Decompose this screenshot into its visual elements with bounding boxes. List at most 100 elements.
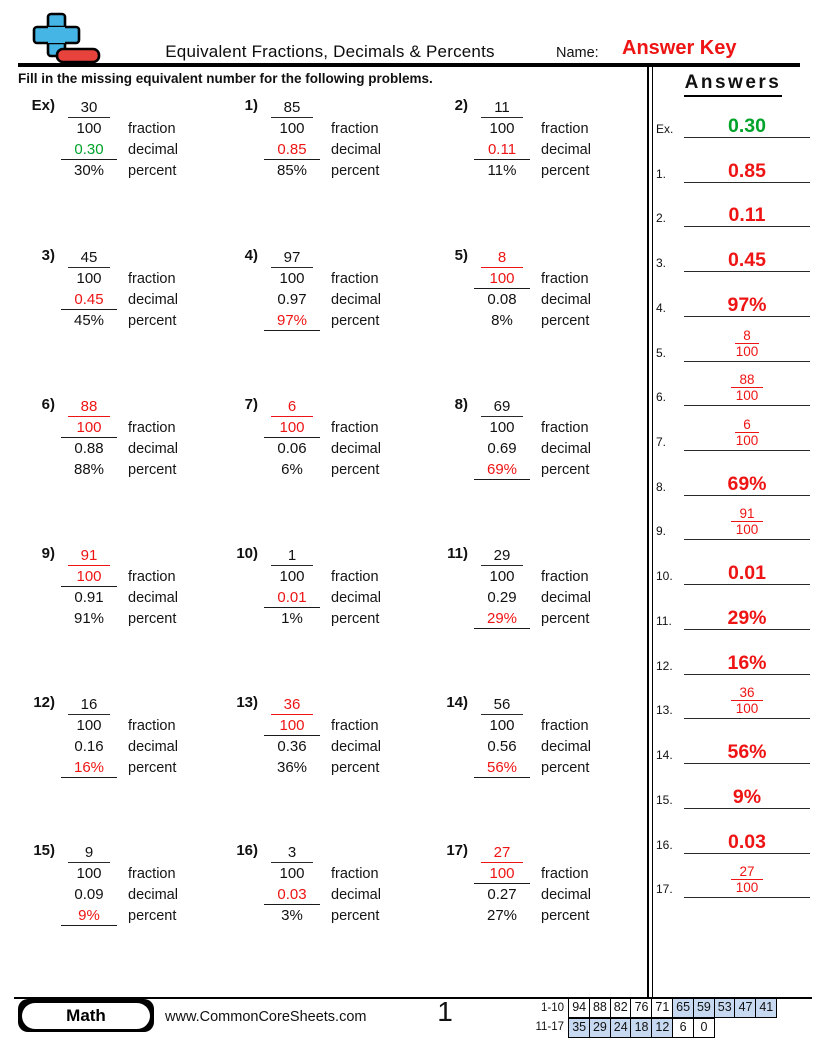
fraction-numerator-row: 36 xyxy=(264,694,381,715)
answer-number: 3. xyxy=(656,256,667,271)
instruction-text: Fill in the missing equivalent number fo… xyxy=(18,71,433,86)
decimal-row: 0.69 decimal xyxy=(474,438,591,459)
decimal-row: 0.85 decimal xyxy=(264,139,381,160)
percent-row: 36% percent xyxy=(264,757,381,778)
score-cell: 53 xyxy=(713,998,736,1018)
answer-blank-line: 0.11 xyxy=(684,204,810,228)
fraction-label: fraction xyxy=(331,718,379,734)
problem-values: 91 100 fraction 0.91 decimal 91% percent xyxy=(61,545,178,629)
decimal-row: 0.08 decimal xyxy=(474,289,591,310)
answer-fraction-denominator: 100 xyxy=(735,388,759,404)
score-range-label: 11-17 xyxy=(535,1021,564,1033)
problem-number: 17) xyxy=(446,842,468,859)
answer-value: 69% xyxy=(727,472,767,495)
decimal-row: 0.56 decimal xyxy=(474,736,591,757)
fraction-numerator: 8 xyxy=(481,248,523,268)
percent-row: 11% percent xyxy=(474,160,591,181)
fraction-denominator: 100 xyxy=(489,865,515,882)
answer-row: 5. 8 100 xyxy=(656,320,810,362)
answer-number: 11. xyxy=(656,613,672,628)
answer-number: 16. xyxy=(656,837,673,852)
fraction-label: fraction xyxy=(541,271,589,287)
fraction-denominator-row: 100 fraction xyxy=(474,118,591,139)
answer-blank-line: 29% xyxy=(684,607,810,630)
website-link[interactable]: www.CommonCoreSheets.com xyxy=(165,1009,367,1025)
fraction-numerator: 45 xyxy=(68,248,110,268)
fraction-numerator: 30 xyxy=(68,98,110,118)
fraction-denominator: 100 xyxy=(76,120,102,137)
score-cell: 88 xyxy=(588,998,612,1018)
answer-value: 0.11 xyxy=(728,204,766,227)
answer-fraction: 91 100 xyxy=(731,506,763,538)
answer-row: 2. 0.11 xyxy=(656,185,810,228)
answer-blank-line: 0.01 xyxy=(684,562,810,586)
answer-number: 17. xyxy=(656,882,673,897)
answer-row: 4. 97% xyxy=(656,275,810,317)
fraction-numerator: 29 xyxy=(481,546,523,566)
fraction-numerator: 1 xyxy=(271,546,313,566)
fraction-numerator-row: 30 xyxy=(61,97,178,118)
fraction-denominator: 100 xyxy=(279,717,305,734)
problem-values: 3 100 fraction 0.03 decimal 3% percent xyxy=(264,842,381,926)
percent-value: 30% xyxy=(73,162,105,179)
problem: 3) 45 100 fraction 0.45 decimal 45% percent xyxy=(21,247,226,337)
answer-row: 15. 9% xyxy=(656,767,810,809)
fraction-denominator: 100 xyxy=(489,120,515,137)
answer-number: 1. xyxy=(656,166,667,181)
score-row: 94 88 82 76 71 65 59 53 47 41 xyxy=(568,998,778,1018)
answer-row: 9. 91 100 xyxy=(656,498,810,541)
problem: Ex) 30 100 fraction 0.30 decimal 30% percen… xyxy=(21,97,226,187)
fraction-label: fraction xyxy=(128,121,176,137)
answer-blank-line: 91 100 xyxy=(684,506,810,541)
answer-row: Ex. 0.30 xyxy=(656,96,810,138)
percent-value: 9% xyxy=(78,907,100,924)
problem-number: 3) xyxy=(41,247,55,264)
decimal-label: decimal xyxy=(331,292,381,308)
percent-value: 1% xyxy=(281,610,303,627)
decimal-row: 0.88 decimal xyxy=(61,438,178,459)
percent-label: percent xyxy=(128,163,177,179)
answer-blank-line: 88 100 xyxy=(684,372,810,407)
percent-value: 56% xyxy=(486,759,518,776)
answer-value: 0.30 xyxy=(728,115,766,137)
fraction-numerator-row: 27 xyxy=(474,842,591,863)
fraction-denominator: 100 xyxy=(76,865,102,882)
answer-row: 10. 0.01 xyxy=(656,543,810,586)
problem-number: 4) xyxy=(244,247,258,264)
answer-value: 0.85 xyxy=(728,159,766,182)
decimal-value: 0.91 xyxy=(74,589,104,606)
score-cell: 35 xyxy=(568,1017,591,1038)
decimal-label: decimal xyxy=(541,441,591,457)
answer-fraction-denominator: 100 xyxy=(735,343,759,359)
fraction-label: fraction xyxy=(541,569,589,585)
score-cell: 12 xyxy=(651,1017,674,1038)
fraction-numerator-row: 85 xyxy=(264,97,381,118)
fraction-label: fraction xyxy=(128,271,176,287)
answers-header: Answers xyxy=(683,72,783,97)
fraction-label: fraction xyxy=(541,420,589,436)
percent-row: 9% percent xyxy=(61,905,178,926)
answer-fraction-denominator: 100 xyxy=(735,701,759,717)
answer-blank-line: 36 100 xyxy=(684,685,810,720)
problem: 10) 1 100 fraction 0.01 decimal 1% percent xyxy=(224,545,429,635)
fraction-label: fraction xyxy=(331,866,379,882)
fraction-denominator-row: 100 fraction xyxy=(264,715,381,736)
percent-value: 85% xyxy=(276,162,308,179)
problem: 12) 16 100 fraction 0.16 decimal 16% percen… xyxy=(21,694,226,784)
score-cell: 47 xyxy=(734,998,757,1018)
fraction-denominator: 100 xyxy=(279,419,305,436)
fraction-label: fraction xyxy=(128,569,176,585)
answer-fraction-denominator: 100 xyxy=(735,522,759,538)
decimal-label: decimal xyxy=(331,739,381,755)
percent-label: percent xyxy=(331,908,380,924)
problem-number: 8) xyxy=(454,396,468,413)
fraction-label: fraction xyxy=(541,866,589,882)
fraction-denominator-row: 100 fraction xyxy=(474,268,591,289)
answer-blank-line: 6 100 xyxy=(684,417,810,452)
decimal-label: decimal xyxy=(541,142,591,158)
answer-blank-line: 0.45 xyxy=(684,249,810,273)
answer-blank-line: 9% xyxy=(684,786,810,809)
percent-value: 3% xyxy=(281,907,303,924)
score-row: 35 29 24 18 12 6 0 xyxy=(568,1017,716,1038)
fraction-label: fraction xyxy=(128,420,176,436)
